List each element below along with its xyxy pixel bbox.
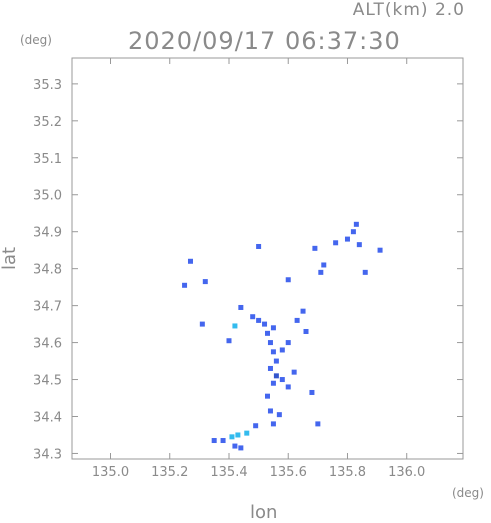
x-tick-label: 135.8 — [329, 465, 366, 480]
echo-point — [267, 340, 273, 346]
echo-point — [353, 221, 359, 227]
echo-point — [285, 340, 291, 346]
echo-point — [199, 321, 205, 327]
echo-point — [333, 240, 339, 246]
echo-point — [182, 282, 188, 288]
echo-point — [356, 242, 362, 248]
timestamp: 2020/09/17 06:37:30 — [128, 27, 401, 55]
echo-point — [250, 314, 256, 320]
y-tick-label: 35.0 — [33, 189, 62, 204]
echo-point — [294, 317, 300, 323]
echo-point — [270, 349, 276, 355]
echo-point — [238, 445, 244, 451]
y-tick-label: 34.7 — [33, 300, 62, 315]
y-tick-label: 34.4 — [33, 410, 62, 425]
echo-point — [256, 317, 262, 323]
y-axis-unit: (deg) — [20, 33, 52, 47]
echo-point — [187, 258, 193, 264]
echo-point — [262, 321, 268, 327]
echo-point — [235, 432, 241, 438]
echo-point — [377, 247, 383, 253]
echo-point — [300, 308, 306, 314]
echo-point — [270, 325, 276, 331]
x-axis-ticks: 135.0 135.2 135.4 135.6 135.8 136.0 — [92, 58, 425, 480]
y-tick-label: 34.9 — [33, 226, 62, 241]
echo-point — [315, 421, 321, 427]
y-tick-label: 35.1 — [33, 152, 62, 167]
echo-point — [270, 421, 276, 427]
x-axis-unit: (deg) — [452, 486, 484, 500]
echo-point — [270, 380, 276, 386]
echo-points — [182, 221, 383, 451]
echo-point — [273, 358, 279, 364]
echo-point — [232, 443, 238, 449]
echo-point — [244, 430, 250, 436]
echo-point — [279, 377, 285, 383]
echo-point — [318, 269, 324, 275]
echo-point — [229, 434, 235, 440]
echo-point — [362, 269, 368, 275]
x-tick-label: 135.0 — [92, 465, 129, 480]
echo-point — [202, 279, 208, 285]
echo-point — [303, 328, 309, 334]
echo-point — [309, 389, 315, 395]
y-tick-label: 35.3 — [33, 78, 62, 93]
echo-point — [279, 347, 285, 353]
echo-point — [211, 438, 217, 444]
echo-point — [267, 408, 273, 414]
echo-point — [265, 393, 270, 399]
x-tick-label: 135.2 — [151, 465, 188, 480]
echo-point — [267, 365, 273, 371]
echo-point — [344, 236, 350, 242]
echo-point — [265, 330, 270, 336]
echo-point — [285, 277, 291, 283]
y-tick-label: 34.6 — [33, 337, 62, 352]
y-axis-ticks: 34.3 34.4 34.5 34.6 34.7 34.8 34.9 35.0 35.1 35.2… — [33, 78, 463, 462]
echo-point — [220, 438, 226, 444]
echo-point — [226, 338, 232, 344]
echo-point — [312, 245, 318, 251]
echo-point — [273, 373, 279, 379]
echo-point — [256, 243, 262, 249]
y-tick-label: 35.2 — [33, 115, 62, 130]
echo-point — [291, 369, 297, 375]
x-tick-label: 135.6 — [270, 465, 307, 480]
x-axis-label: lon — [250, 502, 278, 523]
y-tick-label: 34.8 — [33, 263, 62, 278]
x-tick-label: 136.0 — [388, 465, 425, 480]
echo-point — [350, 229, 356, 235]
echo-point — [276, 412, 282, 418]
x-tick-label: 135.4 — [210, 465, 247, 480]
echo-point — [232, 323, 238, 329]
echo-point — [253, 423, 259, 429]
y-tick-label: 34.5 — [33, 374, 62, 389]
plot-frame — [71, 57, 464, 460]
y-tick-label: 34.3 — [33, 447, 62, 462]
altitude-label: ALT(km) 2.0 — [352, 0, 465, 20]
echo-point — [285, 384, 291, 390]
echo-point — [238, 304, 244, 310]
echo-point — [321, 262, 327, 268]
